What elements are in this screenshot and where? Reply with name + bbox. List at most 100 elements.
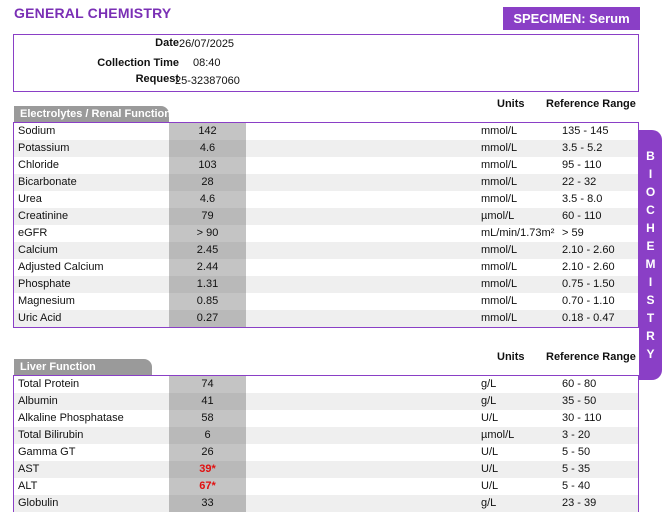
table-row: Total Bilirubin 6 µmol/L 3 - 20 (14, 427, 638, 444)
result-unit: mmol/L (481, 261, 518, 273)
result-unit: mmol/L (481, 142, 518, 154)
reference-range: 60 - 80 (562, 378, 597, 390)
result-unit: mmol/L (481, 278, 518, 290)
table-row: AST 39* U/L 5 - 35 (14, 461, 638, 478)
result-unit: mmol/L (481, 193, 518, 205)
result-value: 142 (169, 123, 246, 140)
result-value: 33 (169, 495, 246, 512)
result-value: 2.45 (169, 242, 246, 259)
result-value: 1.31 (169, 276, 246, 293)
side-tab-letter: Y (646, 347, 655, 361)
reference-range: 23 - 39 (562, 497, 597, 509)
reference-range: 30 - 110 (562, 412, 602, 424)
date-value: 26/07/2025 (179, 38, 235, 50)
result-value: 26 (169, 444, 246, 461)
side-tab-letter: C (646, 203, 655, 217)
table-row: Sodium 142 mmol/L 135 - 145 (14, 123, 638, 140)
reference-range: 60 - 110 (562, 210, 602, 222)
result-value: 4.6 (169, 140, 246, 157)
units-column-header: Units (497, 98, 525, 110)
table-row: Bicarbonate 28 mmol/L 22 - 32 (14, 174, 638, 191)
result-value: 74 (169, 376, 246, 393)
table-row: Creatinine 79 µmol/L 60 - 110 (14, 208, 638, 225)
reference-range: 35 - 50 (562, 395, 597, 407)
test-name: eGFR (18, 227, 48, 239)
test-name: Phosphate (18, 278, 71, 290)
test-name: AST (18, 463, 40, 475)
result-unit: g/L (481, 378, 497, 390)
reference-range: 0.70 - 1.10 (562, 295, 615, 307)
result-value: 0.27 (169, 310, 246, 327)
result-unit: U/L (481, 463, 499, 475)
test-name: Total Bilirubin (18, 429, 84, 441)
electrolytes-section-title: Electrolytes / Renal Function (14, 106, 171, 122)
result-unit: mL/min/1.73m² (481, 227, 555, 239)
side-tab-letter: R (646, 329, 655, 343)
collection-time-label: Collection Time (97, 57, 179, 69)
reference-range: 5 - 40 (562, 480, 591, 492)
reference-range: 0.18 - 0.47 (562, 312, 615, 324)
test-name: Total Protein (18, 378, 80, 390)
table-row: Phosphate 1.31 mmol/L 0.75 - 1.50 (14, 276, 638, 293)
side-tab-letter: S (646, 293, 655, 307)
table-row: Urea 4.6 mmol/L 3.5 - 8.0 (14, 191, 638, 208)
table-row: Chloride 103 mmol/L 95 - 110 (14, 157, 638, 174)
side-tab-letter: I (648, 167, 653, 181)
test-name: Creatinine (18, 210, 69, 222)
reference-column-header: Reference Range (546, 98, 636, 110)
table-row: Gamma GT 26 U/L 5 - 50 (14, 444, 638, 461)
table-row: Potassium 4.6 mmol/L 3.5 - 5.2 (14, 140, 638, 157)
result-value: 28 (169, 174, 246, 191)
test-name: Globulin (18, 497, 59, 509)
reference-range: 3.5 - 5.2 (562, 142, 603, 154)
test-name: Gamma GT (18, 446, 76, 458)
reference-column-header: Reference Range (546, 351, 636, 363)
test-name: Magnesium (18, 295, 75, 307)
liver-section-title: Liver Function (14, 359, 152, 375)
units-column-header: Units (497, 351, 525, 363)
test-name: Adjusted Calcium (18, 261, 104, 273)
electrolytes-table: Sodium 142 mmol/L 135 - 145 Potassium 4.6 mmol… (13, 122, 639, 328)
result-value: 103 (169, 157, 246, 174)
result-value: 0.85 (169, 293, 246, 310)
test-name: Potassium (18, 142, 70, 154)
reference-range: 3.5 - 8.0 (562, 193, 603, 205)
test-name: Uric Acid (18, 312, 62, 324)
result-unit: mmol/L (481, 159, 518, 171)
result-unit: U/L (481, 446, 499, 458)
table-row: Albumin 41 g/L 35 - 50 (14, 393, 638, 410)
result-unit: U/L (481, 412, 499, 424)
table-row: Uric Acid 0.27 mmol/L 0.18 - 0.47 (14, 310, 638, 327)
side-tab-letter: M (645, 257, 656, 271)
table-row: eGFR > 90 mL/min/1.73m² > 59 (14, 225, 638, 242)
table-row: Globulin 33 g/L 23 - 39 (14, 495, 638, 512)
reference-range: 5 - 35 (562, 463, 591, 475)
result-unit: µmol/L (481, 429, 515, 441)
reference-range: 22 - 32 (562, 176, 597, 188)
test-name: Calcium (18, 244, 58, 256)
side-tab-letter: I (648, 275, 653, 289)
request-info-box: Date 26/07/2025 Collection Time 08:40 Re… (13, 34, 639, 92)
collection-time-value: 08:40 (193, 57, 221, 69)
side-tab-letter: B (646, 149, 655, 163)
table-row: Alkaline Phosphatase 58 U/L 30 - 110 (14, 410, 638, 427)
specimen-badge: SPECIMEN: Serum (503, 7, 640, 30)
date-label: Date (155, 37, 179, 49)
reference-range: > 59 (562, 227, 584, 239)
result-value: 39* (169, 461, 246, 478)
result-unit: µmol/L (481, 210, 515, 222)
test-name: Sodium (18, 125, 56, 137)
reference-range: 3 - 20 (562, 429, 591, 441)
result-value: 67* (169, 478, 246, 495)
side-tab-letter: E (646, 239, 655, 253)
test-name: Bicarbonate (18, 176, 77, 188)
test-name: ALT (18, 480, 38, 492)
result-value: 4.6 (169, 191, 246, 208)
result-value: 79 (169, 208, 246, 225)
test-name: Albumin (18, 395, 58, 407)
test-name: Alkaline Phosphatase (18, 412, 124, 424)
result-value: 2.44 (169, 259, 246, 276)
reference-range: 2.10 - 2.60 (562, 261, 615, 273)
report-title: GENERAL CHEMISTRY (14, 5, 172, 21)
liver-table: Total Protein 74 g/L 60 - 80 Albumin 41 g/L 35 … (13, 375, 639, 512)
